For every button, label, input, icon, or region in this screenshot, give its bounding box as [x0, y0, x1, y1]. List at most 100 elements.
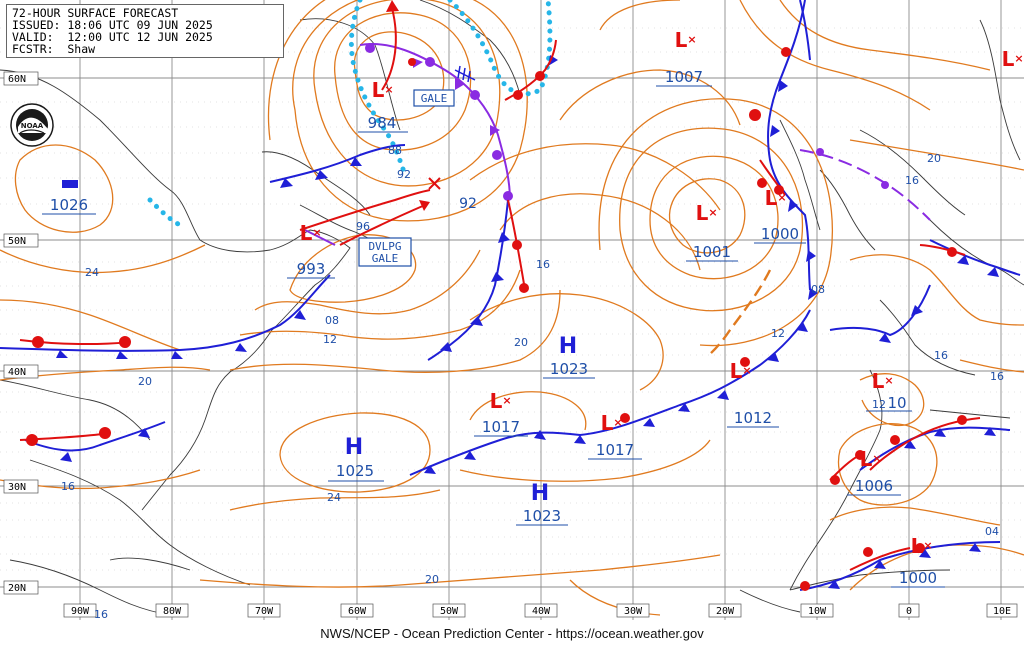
low-symbol: L: [490, 389, 503, 413]
low-center: L × 1000: [754, 186, 806, 244]
lon-label-30w: 30W: [624, 606, 643, 617]
high-center: H 1025: [328, 435, 384, 482]
lon-label-90w: 90W: [71, 606, 90, 617]
low-center: L × 1001: [686, 201, 738, 262]
isobar-label: 16: [536, 258, 550, 271]
lat-lon-grid: [0, 0, 1024, 620]
low-x-icon: ×: [742, 364, 751, 377]
low-x-icon: ×: [884, 374, 893, 387]
low-symbol: L: [601, 411, 614, 435]
lon-label-20w: 20W: [716, 606, 735, 617]
low-x-icon: ×: [312, 226, 321, 239]
low-x-icon: ×: [384, 83, 393, 96]
lon-label-80w: 80W: [163, 606, 182, 617]
isobar-label: 12: [323, 333, 337, 346]
isobar-label: 20: [425, 573, 439, 586]
low-pressure-value: 1000: [899, 569, 937, 587]
lon-label-40w: 40W: [532, 606, 551, 617]
lon-label-60w: 60W: [348, 606, 367, 617]
forecast-info-box: 72-HOUR SURFACE FORECAST ISSUED: 18:06 U…: [6, 4, 284, 58]
high-symbol: H: [559, 334, 577, 359]
isobar-label: 92: [397, 168, 411, 181]
isobar-label: 12: [872, 398, 886, 411]
gale-warning: GALE: [413, 89, 455, 107]
track-arrowheads: [386, 0, 430, 211]
low-x-icon: ×: [923, 539, 932, 552]
low-center: L × 984: [358, 78, 408, 133]
low-center: L × 993: [287, 221, 335, 279]
isobar-label: 96: [356, 220, 370, 233]
lon-label-10w: 10W: [808, 606, 827, 617]
isobar-label: 04: [985, 525, 999, 538]
lat-label-40n: 40N: [8, 367, 26, 378]
occluded-front-symbols: [365, 43, 889, 201]
isobar-label: 92: [459, 196, 477, 212]
low-pressure-centers: L × 984 L × 993 L × 1007 L × 1001 L × 10…: [287, 28, 1024, 588]
isobar-label: 12: [771, 327, 785, 340]
low-pressure-value: 1017: [482, 418, 520, 436]
isobar-label: 20: [138, 375, 152, 388]
isobar-label: 16: [61, 480, 75, 493]
high-pressure-centers: 1026 H 1023 H 1025 H 1023: [42, 180, 595, 526]
low-center: L × 1007: [656, 28, 712, 87]
high-symbol: H: [345, 435, 363, 460]
low-tracks: [339, 7, 426, 246]
isobar-label: 24: [327, 491, 341, 504]
low-symbol: L: [911, 534, 924, 558]
isobar-label: 88: [388, 144, 402, 157]
low-center: L × 1000: [891, 534, 945, 588]
low-center: L ×: [1002, 47, 1024, 71]
low-symbol: L: [860, 447, 873, 471]
valid-time: VALID: 12:00 UTC 12 JUN 2025: [12, 30, 213, 44]
lon-label-70w: 70W: [255, 606, 274, 617]
low-center: L × 1017: [474, 389, 528, 437]
high-center: H 1023: [543, 334, 595, 379]
low-pressure-value: 1017: [596, 441, 634, 459]
low-symbol: L: [872, 369, 885, 393]
cold-front-triangles: [56, 55, 999, 589]
high-symbol: H: [531, 481, 549, 506]
low-center: L × 1006: [847, 447, 901, 496]
low-center: L × 10: [866, 369, 912, 412]
developing-gale-warning: DVLPG GALE: [358, 237, 412, 267]
lon-label-10e: 10E: [993, 606, 1011, 617]
low-pressure-value: 1000: [761, 225, 799, 243]
lon-labels: 90W 80W 70W 60W 50W 40W 30W 20W 10W 0 10…: [63, 603, 1018, 618]
low-pressure-value: 1007: [665, 68, 703, 86]
warm-front-semicircles: [26, 47, 967, 591]
isobar-label: 20: [514, 336, 528, 349]
lat-label-60n: 60N: [8, 74, 26, 85]
forecast-position-x: [428, 177, 441, 190]
low-symbol: L: [372, 78, 385, 102]
lat-label-50n: 50N: [8, 236, 26, 247]
low-pressure-value: 993: [297, 260, 326, 278]
low-x-icon: ×: [708, 206, 717, 219]
cold-fronts: [0, 0, 1021, 591]
high-center: H 1023: [516, 481, 568, 526]
dvlpg-label: DVLPG: [368, 240, 401, 253]
low-x-icon: ×: [872, 452, 881, 465]
low-symbol: L: [300, 221, 313, 245]
isobar-label: 20: [927, 152, 941, 165]
gale-label: GALE: [421, 92, 448, 105]
high-pressure-value: 1023: [523, 507, 561, 525]
low-pressure-value: 1006: [855, 477, 893, 495]
low-symbol: L: [696, 201, 709, 225]
low-x-icon: ×: [777, 191, 786, 204]
isobar-label: 24: [85, 266, 99, 279]
low-symbol: L: [1002, 47, 1015, 71]
low-symbol: L: [765, 186, 778, 210]
dvlpg-gale-label: GALE: [372, 252, 399, 265]
lon-label-0: 0: [906, 606, 912, 617]
forecast-title: 72-HOUR SURFACE FORECAST: [12, 6, 179, 20]
isobar-label: 16: [94, 608, 108, 621]
low-center: L × 1012: [727, 359, 779, 428]
isobar-label: 16: [990, 370, 1004, 383]
gale-hatch-marks: [454, 65, 476, 83]
trough-line: [707, 269, 772, 357]
lat-labels: 60N 50N 40N 30N 20N: [3, 71, 39, 595]
isobar-label: 08: [325, 314, 339, 327]
low-symbol: L: [730, 359, 743, 383]
high-pressure-value: 1026: [50, 196, 88, 214]
footer-credit: NWS/NCEP - Ocean Prediction Center - htt…: [320, 626, 704, 641]
